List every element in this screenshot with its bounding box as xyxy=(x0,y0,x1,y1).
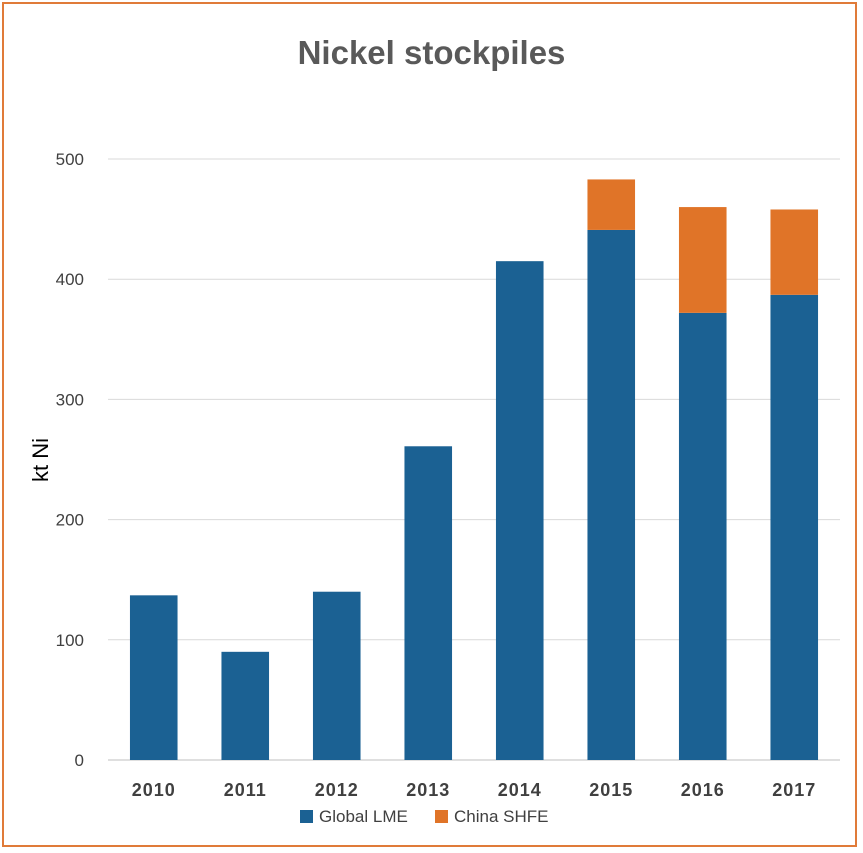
y-tick-label: 200 xyxy=(56,511,84,530)
y-tick-label: 0 xyxy=(75,751,84,770)
bars xyxy=(129,179,819,761)
y-axis-label: kt Ni xyxy=(28,438,53,482)
bar-global-lme-2010 xyxy=(129,595,178,760)
x-tick-label: 2010 xyxy=(132,780,176,800)
gridlines xyxy=(108,158,840,761)
y-tick-label: 500 xyxy=(56,150,84,169)
x-tick-labels: 2010 2011 2012 2013 2014 2015 2016 2017 xyxy=(132,780,816,800)
legend: Global LME China SHFE xyxy=(300,807,548,826)
bar-global-lme-2016 xyxy=(678,312,727,760)
x-tick-label: 2014 xyxy=(498,780,542,800)
bar-global-lme-2015 xyxy=(587,229,636,761)
legend-label: Global LME xyxy=(319,807,408,826)
y-tick-label: 400 xyxy=(56,270,84,289)
legend-label: China SHFE xyxy=(454,807,548,826)
bar-china-shfe-2015 xyxy=(587,179,636,230)
bar-global-lme-2014 xyxy=(495,261,544,760)
chart-title: Nickel stockpiles xyxy=(297,34,566,71)
legend-swatch xyxy=(435,810,448,823)
bar-china-shfe-2016 xyxy=(678,207,727,313)
y-tick-label: 100 xyxy=(56,631,84,650)
legend-swatch xyxy=(300,810,313,823)
x-tick-label: 2015 xyxy=(589,780,633,800)
bar-global-lme-2013 xyxy=(404,446,453,760)
x-tick-label: 2017 xyxy=(772,780,816,800)
x-tick-label: 2016 xyxy=(681,780,725,800)
bar-global-lme-2012 xyxy=(312,591,361,760)
x-tick-label: 2013 xyxy=(406,780,450,800)
x-tick-label: 2012 xyxy=(315,780,359,800)
bar-global-lme-2011 xyxy=(221,651,270,760)
y-tick-label: 300 xyxy=(56,390,84,409)
x-tick-label: 2011 xyxy=(224,780,267,800)
bar-global-lme-2017 xyxy=(770,294,819,760)
y-tick-labels: 0 100 200 300 400 500 xyxy=(56,150,84,770)
bar-china-shfe-2017 xyxy=(770,209,819,295)
